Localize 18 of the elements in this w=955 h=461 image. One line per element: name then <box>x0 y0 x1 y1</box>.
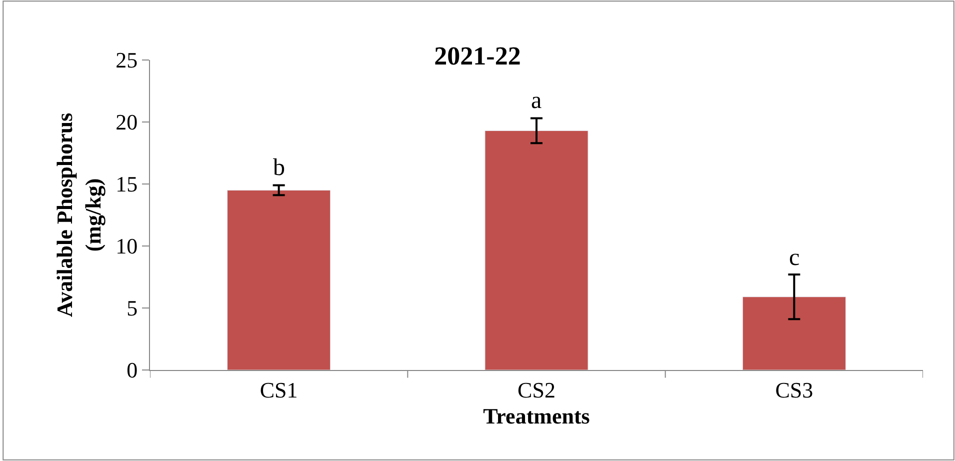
chart-title: 2021-22 <box>434 41 521 70</box>
y-tick-label: 20 <box>116 110 138 135</box>
x-tick-label: CS2 <box>518 377 556 402</box>
annotation: c <box>789 245 800 271</box>
annotation: a <box>531 88 542 114</box>
bar <box>484 130 588 370</box>
y-axis-title: Available Phosphorus (mg/kg) <box>52 112 106 318</box>
bar <box>227 190 331 370</box>
y-tick-label: 25 <box>116 48 138 73</box>
x-axis-title: Treatments <box>483 403 590 428</box>
bar <box>742 296 846 370</box>
y-tick-label: 5 <box>126 296 138 321</box>
annotation: b <box>273 155 285 181</box>
x-tick-label: CS3 <box>775 377 814 402</box>
y-tick-label: 15 <box>116 172 138 197</box>
y-tick-label: 10 <box>116 234 138 259</box>
y-tick-label: 0 <box>126 358 138 383</box>
x-tick-label: CS1 <box>260 377 298 402</box>
